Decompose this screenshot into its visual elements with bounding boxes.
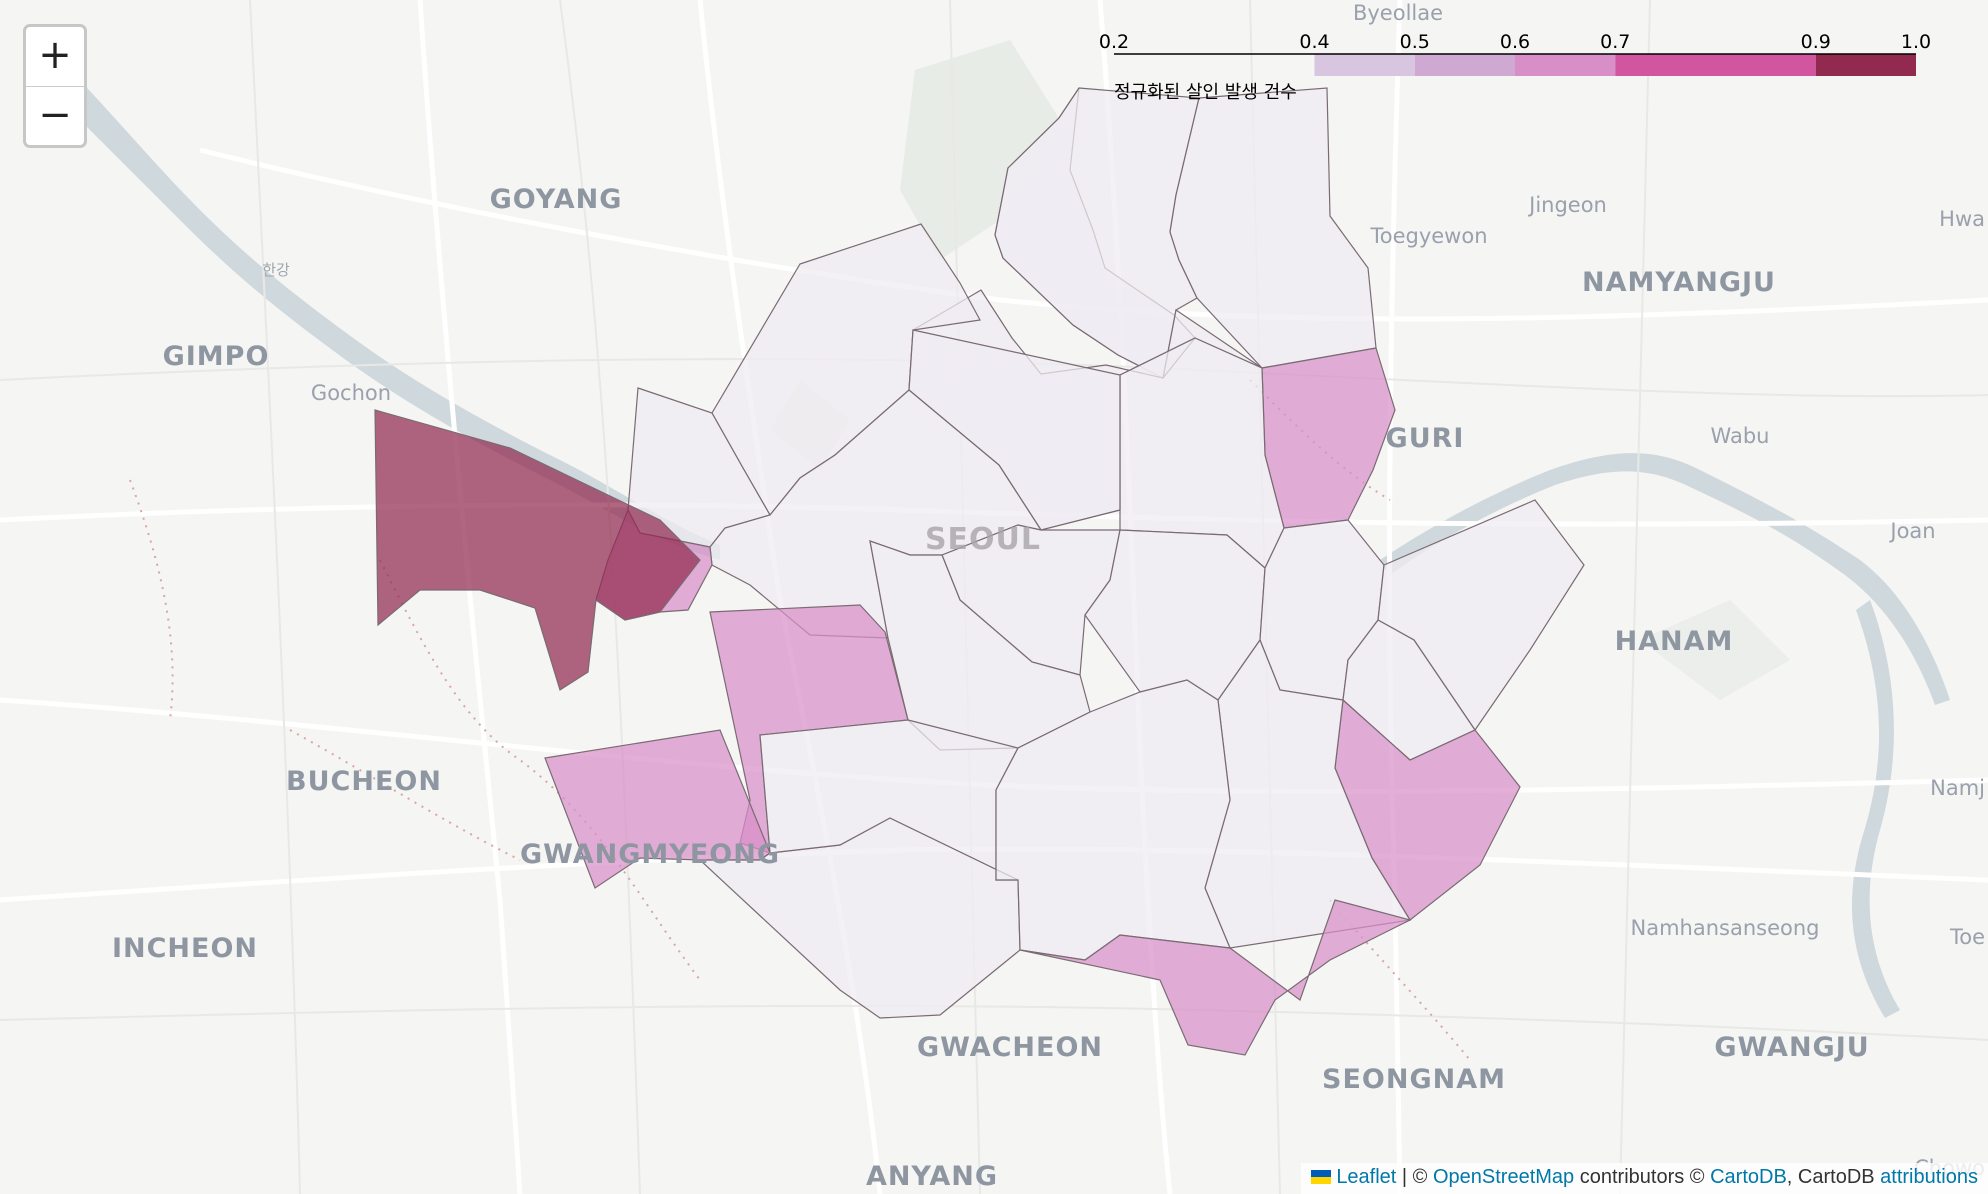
legend-tick-label: 0.2: [1099, 31, 1129, 53]
zoom-control: + −: [23, 24, 87, 148]
zoom-out-button[interactable]: −: [38, 92, 72, 138]
place-label: Toe: [1949, 925, 1985, 949]
legend-tick-label: 1.0: [1901, 31, 1931, 53]
legend-color-swatch: [1815, 54, 1916, 76]
place-label: GIMPO: [163, 341, 270, 372]
place-label: GURI: [1386, 423, 1465, 454]
legend-tick-label: 0.7: [1600, 31, 1630, 53]
place-label: 한강: [262, 261, 290, 279]
place-label: NAMYANGJU: [1582, 267, 1776, 298]
place-label: SEOUL: [925, 522, 1041, 557]
place-label: Gochon: [311, 381, 391, 405]
legend-tick-label: 0.6: [1500, 31, 1530, 53]
ukraine-flag-icon: [1311, 1170, 1332, 1184]
place-label: GWANGJU: [1714, 1032, 1869, 1063]
place-label: BUCHEON: [286, 766, 442, 797]
place-label: HANAM: [1615, 626, 1734, 657]
place-label: SEONGNAM: [1322, 1064, 1506, 1095]
openstreetmap-link[interactable]: OpenStreetMap: [1432, 1166, 1575, 1188]
place-label: GOYANG: [490, 184, 623, 215]
legend-color-swatch: [1314, 54, 1415, 76]
attribution: Leaflet | © OpenStreetMap contributors ©…: [1301, 1163, 1988, 1194]
district-polygon[interactable]: [374, 409, 701, 691]
legend-tick-label: 0.9: [1801, 31, 1831, 53]
place-label: Wabu: [1711, 424, 1770, 448]
attribution-cartodb-text: , CartoDB: [1786, 1166, 1881, 1188]
legend-title: 정규화된 살인 발생 건수: [1114, 82, 1297, 103]
place-label: Namhansanseong: [1631, 916, 1820, 940]
place-label: Hwa: [1939, 207, 1985, 231]
place-label: ANYANG: [866, 1161, 998, 1192]
legend-tick-label: 0.5: [1400, 31, 1430, 53]
zoom-in-button[interactable]: +: [26, 27, 84, 87]
attributions-link[interactable]: attributions: [1880, 1166, 1978, 1188]
place-label: GWACHEON: [917, 1032, 1103, 1063]
place-label: Joan: [1888, 519, 1935, 543]
legend-color-swatch: [1615, 54, 1816, 76]
place-label: Toegyewon: [1369, 224, 1487, 248]
attribution-contributors: contributors ©: [1574, 1166, 1711, 1188]
place-label: Jingeon: [1527, 193, 1607, 217]
place-label: GWANGMYEONG: [520, 839, 780, 870]
attribution-separator: | ©: [1396, 1166, 1433, 1188]
leaflet-link[interactable]: Leaflet: [1336, 1166, 1397, 1188]
cartodb-link[interactable]: CartoDB: [1710, 1166, 1787, 1188]
legend-tick-label: 0.4: [1299, 31, 1329, 53]
legend-color-swatch: [1515, 54, 1616, 76]
district-polygon[interactable]: [1019, 899, 1412, 1056]
legend-color-swatch: [1414, 54, 1515, 76]
place-label: INCHEON: [112, 933, 258, 964]
place-label: Namj: [1930, 776, 1985, 800]
place-label: Byeollae: [1353, 1, 1443, 25]
